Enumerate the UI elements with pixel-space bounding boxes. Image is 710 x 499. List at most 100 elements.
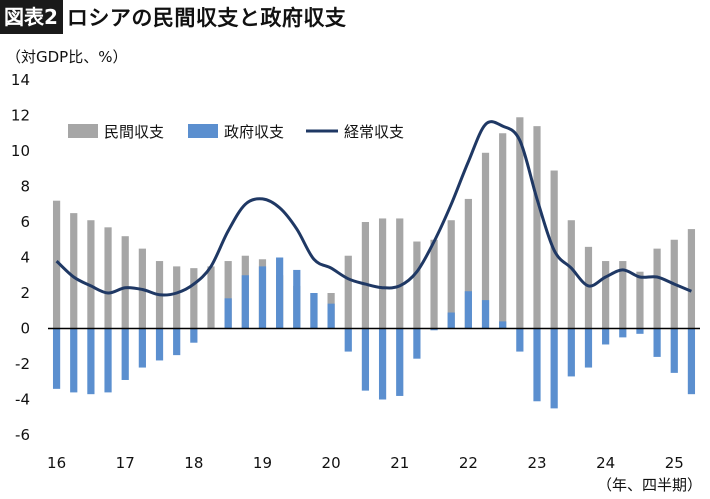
private-balance-bar [687,229,696,329]
legend-label-private: 民間収支 [104,123,164,141]
y-tick-label: 2 [20,284,30,302]
government-balance-bar [464,291,472,329]
legend: 民間収支 政府収支 経常収支 [68,123,404,141]
x-tick-label: 21 [390,454,409,472]
government-balance-bar [155,328,164,361]
government-balance-bar [293,269,301,329]
government-balance-bar [550,328,558,409]
government-balance-bar [533,328,541,402]
government-balance-bar [396,328,404,396]
private-balance-bar [430,239,438,329]
government-balance-bar [276,257,284,329]
government-balance-bar [224,298,232,329]
x-tick-label: 19 [253,454,272,472]
government-balance-bar [584,328,593,368]
government-balance-bar [361,328,370,391]
government-balance-bar [378,328,387,400]
bar-series [52,117,696,409]
private-balance-bar [619,261,627,329]
line-series-current-account [55,120,692,297]
private-balance-bar [567,220,575,329]
government-balance-bar [653,328,661,357]
y-tick-label: -6 [15,426,30,444]
x-tick-label: 24 [596,454,615,472]
y-tick-label: 0 [20,320,30,338]
government-balance-bar [481,300,490,329]
government-balance-bar [258,266,267,329]
legend-swatch-government [188,124,218,138]
private-balance-bar [447,220,455,329]
private-balance-bar [584,246,593,329]
government-balance-bar [687,328,696,395]
x-tick-label: 17 [116,454,135,472]
government-balance-bar [344,328,352,352]
figure-header: 図表2 ロシアの民間収支と政府収支 [0,0,346,34]
x-tick-label: 20 [322,454,341,472]
private-balance-bar [533,126,541,329]
private-balance-bar [173,266,181,329]
government-balance-bar [241,275,249,329]
private-balance-bar [224,261,232,329]
government-balance-bar [310,293,318,329]
private-balance-bar [70,213,78,329]
y-tick-label: 4 [20,249,30,267]
government-balance-bar [430,328,438,331]
private-balance-bar [602,261,610,329]
y-tick-label: 14 [11,71,30,89]
private-balance-bar [361,222,370,329]
government-balance-bar [567,328,575,377]
y-tick-label: 12 [11,107,30,125]
government-balance-bar [173,328,181,356]
legend-label-current-account: 経常収支 [344,123,404,141]
government-balance-bar [447,312,455,329]
x-tick-label: 16 [47,454,66,472]
private-balance-bar [653,248,661,329]
private-balance-bar [636,271,644,329]
private-balance-bar [104,227,112,329]
government-balance-bar [670,328,678,373]
private-balance-bar [190,268,198,329]
government-balance-bar [499,321,507,329]
private-balance-bar [396,218,404,329]
government-balance-bar [516,328,524,352]
government-balance-bar [52,328,61,389]
government-balance-bar [413,328,421,359]
private-balance-bar [87,220,95,329]
private-balance-bar [516,117,524,329]
government-balance-bar [602,328,610,345]
private-balance-bar [52,200,61,329]
government-balance-bar [190,328,198,343]
x-tick-label: 23 [527,454,546,472]
y-tick-label: -2 [15,355,30,373]
government-balance-bar [70,328,78,393]
government-balance-bar [636,328,644,334]
private-balance-bar [499,133,507,329]
government-balance-bar [327,303,335,329]
private-balance-bar [464,198,472,329]
y-tick-label: 6 [20,213,30,231]
private-balance-bar [207,266,215,329]
private-balance-bar [413,241,421,329]
chart-title: ロシアの民間収支と政府収支 [66,6,347,30]
x-tick-label: 25 [665,454,684,472]
figure-number-badge: 図表2 [0,0,63,34]
government-balance-bar [121,328,129,380]
private-balance-bar [378,218,387,329]
private-balance-bar [481,152,490,329]
y-axis-unit-label: （対GDP比、%） [6,48,128,66]
y-tick-label: 10 [11,142,30,160]
x-tick-label: 18 [184,454,203,472]
y-tick-label: -4 [15,391,30,409]
private-balance-bar [121,236,129,329]
government-balance-bar [619,328,627,338]
x-axis: 16 17 18 19 20 21 22 23 24 25 [47,454,684,472]
y-axis: -6 -4 -2 0 2 4 6 8 10 12 14 [11,71,30,444]
government-balance-bar [87,328,95,395]
private-balance-bar [344,255,352,329]
x-tick-label: 22 [459,454,478,472]
y-tick-label: 8 [20,178,30,196]
legend-swatch-private [68,124,98,138]
x-axis-unit-label: （年、四半期） [596,476,702,494]
government-balance-bar [138,328,146,368]
